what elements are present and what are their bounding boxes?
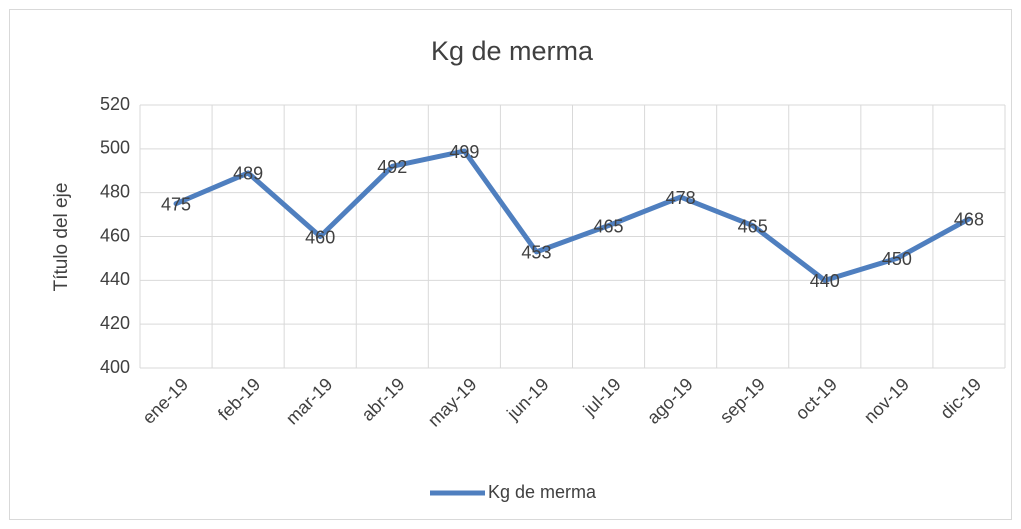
y-tick-label: 400 [100, 357, 130, 377]
data-label: 468 [954, 210, 984, 230]
data-label: 465 [594, 216, 624, 236]
y-tick-label: 460 [100, 225, 130, 245]
data-label: 450 [882, 249, 912, 269]
data-label: 453 [521, 243, 551, 263]
data-label: 499 [449, 142, 479, 162]
y-tick-label: 500 [100, 138, 130, 158]
data-label: 465 [738, 216, 768, 236]
data-label: 478 [666, 188, 696, 208]
y-tick-label: 420 [100, 313, 130, 333]
data-label: 475 [161, 194, 191, 214]
legend-label: Kg de merma [488, 482, 597, 502]
chart-border [9, 9, 1012, 520]
y-tick-label: 440 [100, 269, 130, 289]
y-tick-label: 480 [100, 181, 130, 201]
y-axis-title: Título del eje [51, 183, 72, 292]
data-label: 440 [810, 271, 840, 291]
chart-title: Kg de merma [431, 36, 594, 66]
data-line [173, 148, 972, 283]
data-label: 460 [305, 227, 335, 247]
data-label: 492 [377, 157, 407, 177]
data-label: 489 [233, 164, 263, 184]
y-tick-label: 520 [100, 94, 130, 114]
